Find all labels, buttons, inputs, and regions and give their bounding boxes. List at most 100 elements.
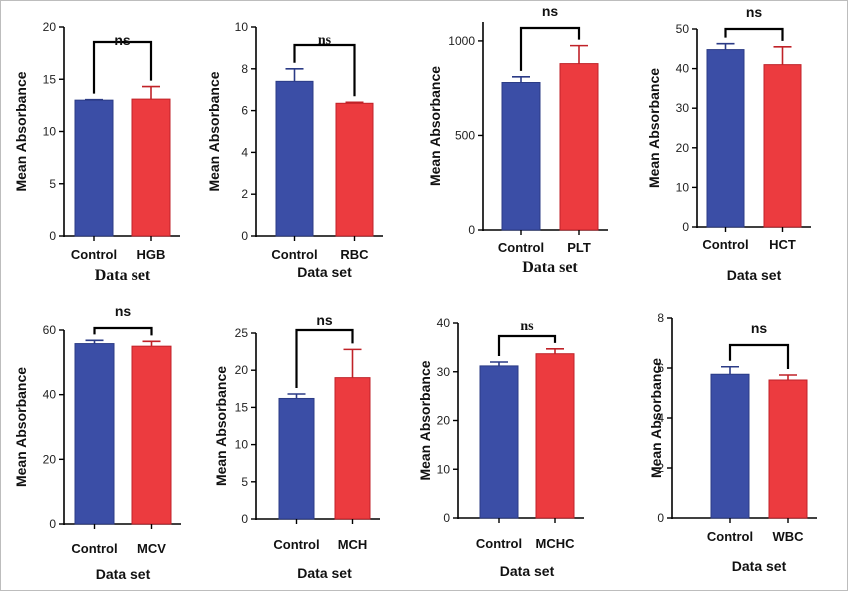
significance-bracket [92, 40, 153, 94]
x-axis-label: Data set [727, 267, 782, 283]
y-tick-label: 20 [43, 452, 57, 466]
x-tick-label: RBC [340, 247, 369, 262]
chart-panel-6: 0 5 10 15 20 25 Control MCH ns Mean Absorbance Dat… [213, 312, 380, 581]
y-tick-label: 30 [437, 365, 451, 379]
x-tick-label: Control [71, 247, 117, 262]
x-tick-label: MCH [338, 537, 368, 552]
y-tick-label: 20 [235, 363, 249, 377]
significance-label: ns [114, 32, 131, 48]
bar-mchc [535, 353, 575, 519]
chart-panel-8: 0 2 4 6 8 Control WBC ns Mean Absorbance Data set [648, 311, 817, 574]
x-tick-label: PLT [567, 240, 591, 255]
y-tick-label: 60 [43, 323, 57, 337]
significance-bracket [293, 43, 356, 97]
y-tick-label: 0 [682, 220, 689, 234]
y-axis-label: Mean Absorbance [206, 71, 222, 191]
x-tick-label: Control [498, 240, 544, 255]
significance-label: ns [318, 33, 332, 48]
y-tick-label: 2 [657, 461, 664, 475]
y-tick-label: 6 [657, 361, 664, 375]
y-tick-label: 0 [468, 223, 475, 237]
bar-control [74, 99, 114, 237]
y-tick-label: 0 [241, 512, 248, 526]
significance-bracket [519, 26, 581, 71]
x-axis-label: Data set [500, 563, 555, 579]
significance-label: ns [542, 3, 559, 19]
y-tick-label: 25 [235, 326, 249, 340]
significance-label: ns [746, 4, 763, 20]
bar-control [275, 80, 314, 237]
y-tick-label: 6 [241, 104, 248, 118]
x-tick-label: MCHC [536, 536, 576, 551]
significance-bracket [724, 27, 784, 41]
y-tick-label: 5 [49, 177, 56, 191]
bar-hct [763, 64, 802, 228]
y-tick-label: 20 [676, 141, 690, 155]
x-tick-label: HCT [769, 237, 796, 252]
y-tick-label: 10 [43, 125, 57, 139]
chart-panel-5: 0 20 40 60 Control MCV ns Mean Absorbance Data s… [13, 303, 181, 582]
bar-mcv [131, 345, 172, 525]
chart-panel-2: 0 2 4 6 8 10 Control RBC ns Mean Absorbance Data s… [206, 20, 383, 280]
bar-control [706, 49, 745, 228]
y-tick-label: 20 [43, 20, 57, 34]
y-axis-label: Mean Absorbance [213, 366, 229, 486]
x-axis-label: Data set [522, 259, 578, 276]
x-tick-label: WBC [772, 529, 804, 544]
y-tick-label: 1000 [448, 34, 475, 48]
x-axis-label: Data set [732, 558, 787, 574]
bar-control [710, 373, 750, 519]
y-tick-label: 5 [241, 475, 248, 489]
y-tick-label: 10 [676, 180, 690, 194]
y-axis-label: Mean Absorbance [13, 367, 29, 487]
x-axis-label: Data set [297, 565, 352, 581]
chart-panel-1: 0 5 10 15 20 Control HGB ns Mean Absorbance Data … [13, 20, 180, 284]
y-tick-label: 2 [241, 187, 248, 201]
y-tick-label: 4 [657, 411, 664, 425]
y-tick-label: 0 [657, 511, 664, 525]
bar-control [501, 82, 541, 231]
x-axis-label: Data set [96, 566, 151, 582]
x-tick-label: HGB [137, 247, 166, 262]
significance-label: ns [751, 320, 768, 336]
significance-label: ns [316, 312, 333, 328]
chart-panel-3: 0 500 1000 Control PLT ns Mean Absorbance Data … [427, 3, 608, 276]
y-tick-label: 40 [676, 62, 690, 76]
y-tick-label: 4 [241, 145, 248, 159]
y-axis-label: Mean Absorbance [13, 71, 29, 191]
bar-wbc [768, 379, 808, 519]
significance-label: ns [520, 319, 534, 334]
y-tick-label: 40 [437, 316, 451, 330]
y-tick-label: 15 [235, 400, 249, 414]
bar-control [74, 343, 115, 525]
x-tick-label: Control [71, 541, 117, 556]
x-tick-label: Control [707, 529, 753, 544]
significance-label: ns [115, 303, 132, 319]
chart-panel-7: 0 10 20 30 40 Control MCHC ns Mean Absorbance Dat… [417, 316, 584, 579]
y-tick-label: 0 [443, 511, 450, 525]
significance-bracket [497, 334, 557, 356]
y-axis-label: Mean Absorbance [648, 358, 664, 478]
y-tick-label: 8 [657, 311, 664, 325]
y-axis-label: Mean Absorbance [646, 68, 662, 188]
y-tick-label: 40 [43, 388, 57, 402]
x-axis-label: Data set [297, 264, 352, 280]
y-tick-label: 10 [235, 20, 249, 34]
bar-control [479, 365, 519, 519]
y-tick-label: 10 [235, 438, 249, 452]
significance-bracket [295, 328, 354, 389]
y-tick-label: 0 [49, 517, 56, 531]
significance-bracket [728, 343, 790, 369]
y-axis-label: Mean Absorbance [427, 66, 443, 186]
y-axis-label: Mean Absorbance [417, 360, 433, 480]
y-tick-label: 50 [676, 22, 690, 36]
chart-panel-4: 0 10 20 30 40 50 Control HCT ns Mean Absorbance Da… [646, 4, 811, 283]
x-axis-label: Data set [95, 267, 151, 284]
y-tick-label: 0 [49, 229, 56, 243]
bar-plt [559, 63, 599, 231]
y-tick-label: 20 [437, 414, 451, 428]
bar-control [278, 397, 315, 520]
bar-hgb [131, 98, 171, 237]
x-tick-label: Control [271, 247, 317, 262]
